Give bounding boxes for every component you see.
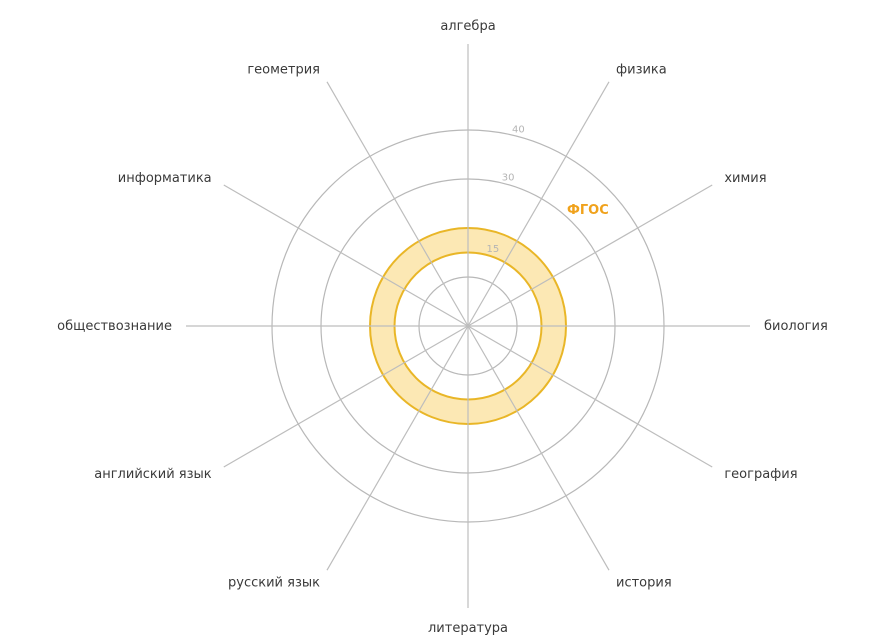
axis-label-6: литература [428, 621, 508, 636]
spoke-5 [467, 325, 610, 571]
axis-label-10: информатика [118, 171, 212, 186]
axis-label-3: биология [764, 319, 828, 334]
spoke-7 [326, 325, 469, 571]
tick-label-15: 15 [487, 244, 500, 255]
spoke-11 [326, 81, 469, 327]
axis-label-7: русский язык [228, 575, 320, 590]
label-layer: алгебра физика химия биология география истор… [57, 19, 828, 636]
axis-label-1: физика [616, 63, 667, 78]
axis-label-8: английский язык [94, 467, 212, 482]
spoke-10 [223, 184, 469, 327]
axis-label-5: история [616, 575, 672, 590]
axis-label-0: алгебра [440, 19, 495, 34]
spoke-8 [223, 325, 469, 468]
tick-label-30: 30 [502, 172, 515, 183]
axis-label-11: геометрия [247, 63, 320, 78]
spoke-2 [467, 184, 713, 327]
tick-layer: 15 30 40 [487, 124, 525, 255]
tick-label-40: 40 [512, 124, 525, 135]
band-series-label: ФГОС [567, 203, 609, 218]
axis-label-4: география [724, 467, 797, 482]
axis-label-2: химия [724, 171, 766, 186]
spoke-1 [467, 81, 610, 327]
spoke-4 [467, 325, 713, 468]
axis-label-9: обществознание [57, 319, 172, 334]
spoke-layer [186, 44, 750, 608]
